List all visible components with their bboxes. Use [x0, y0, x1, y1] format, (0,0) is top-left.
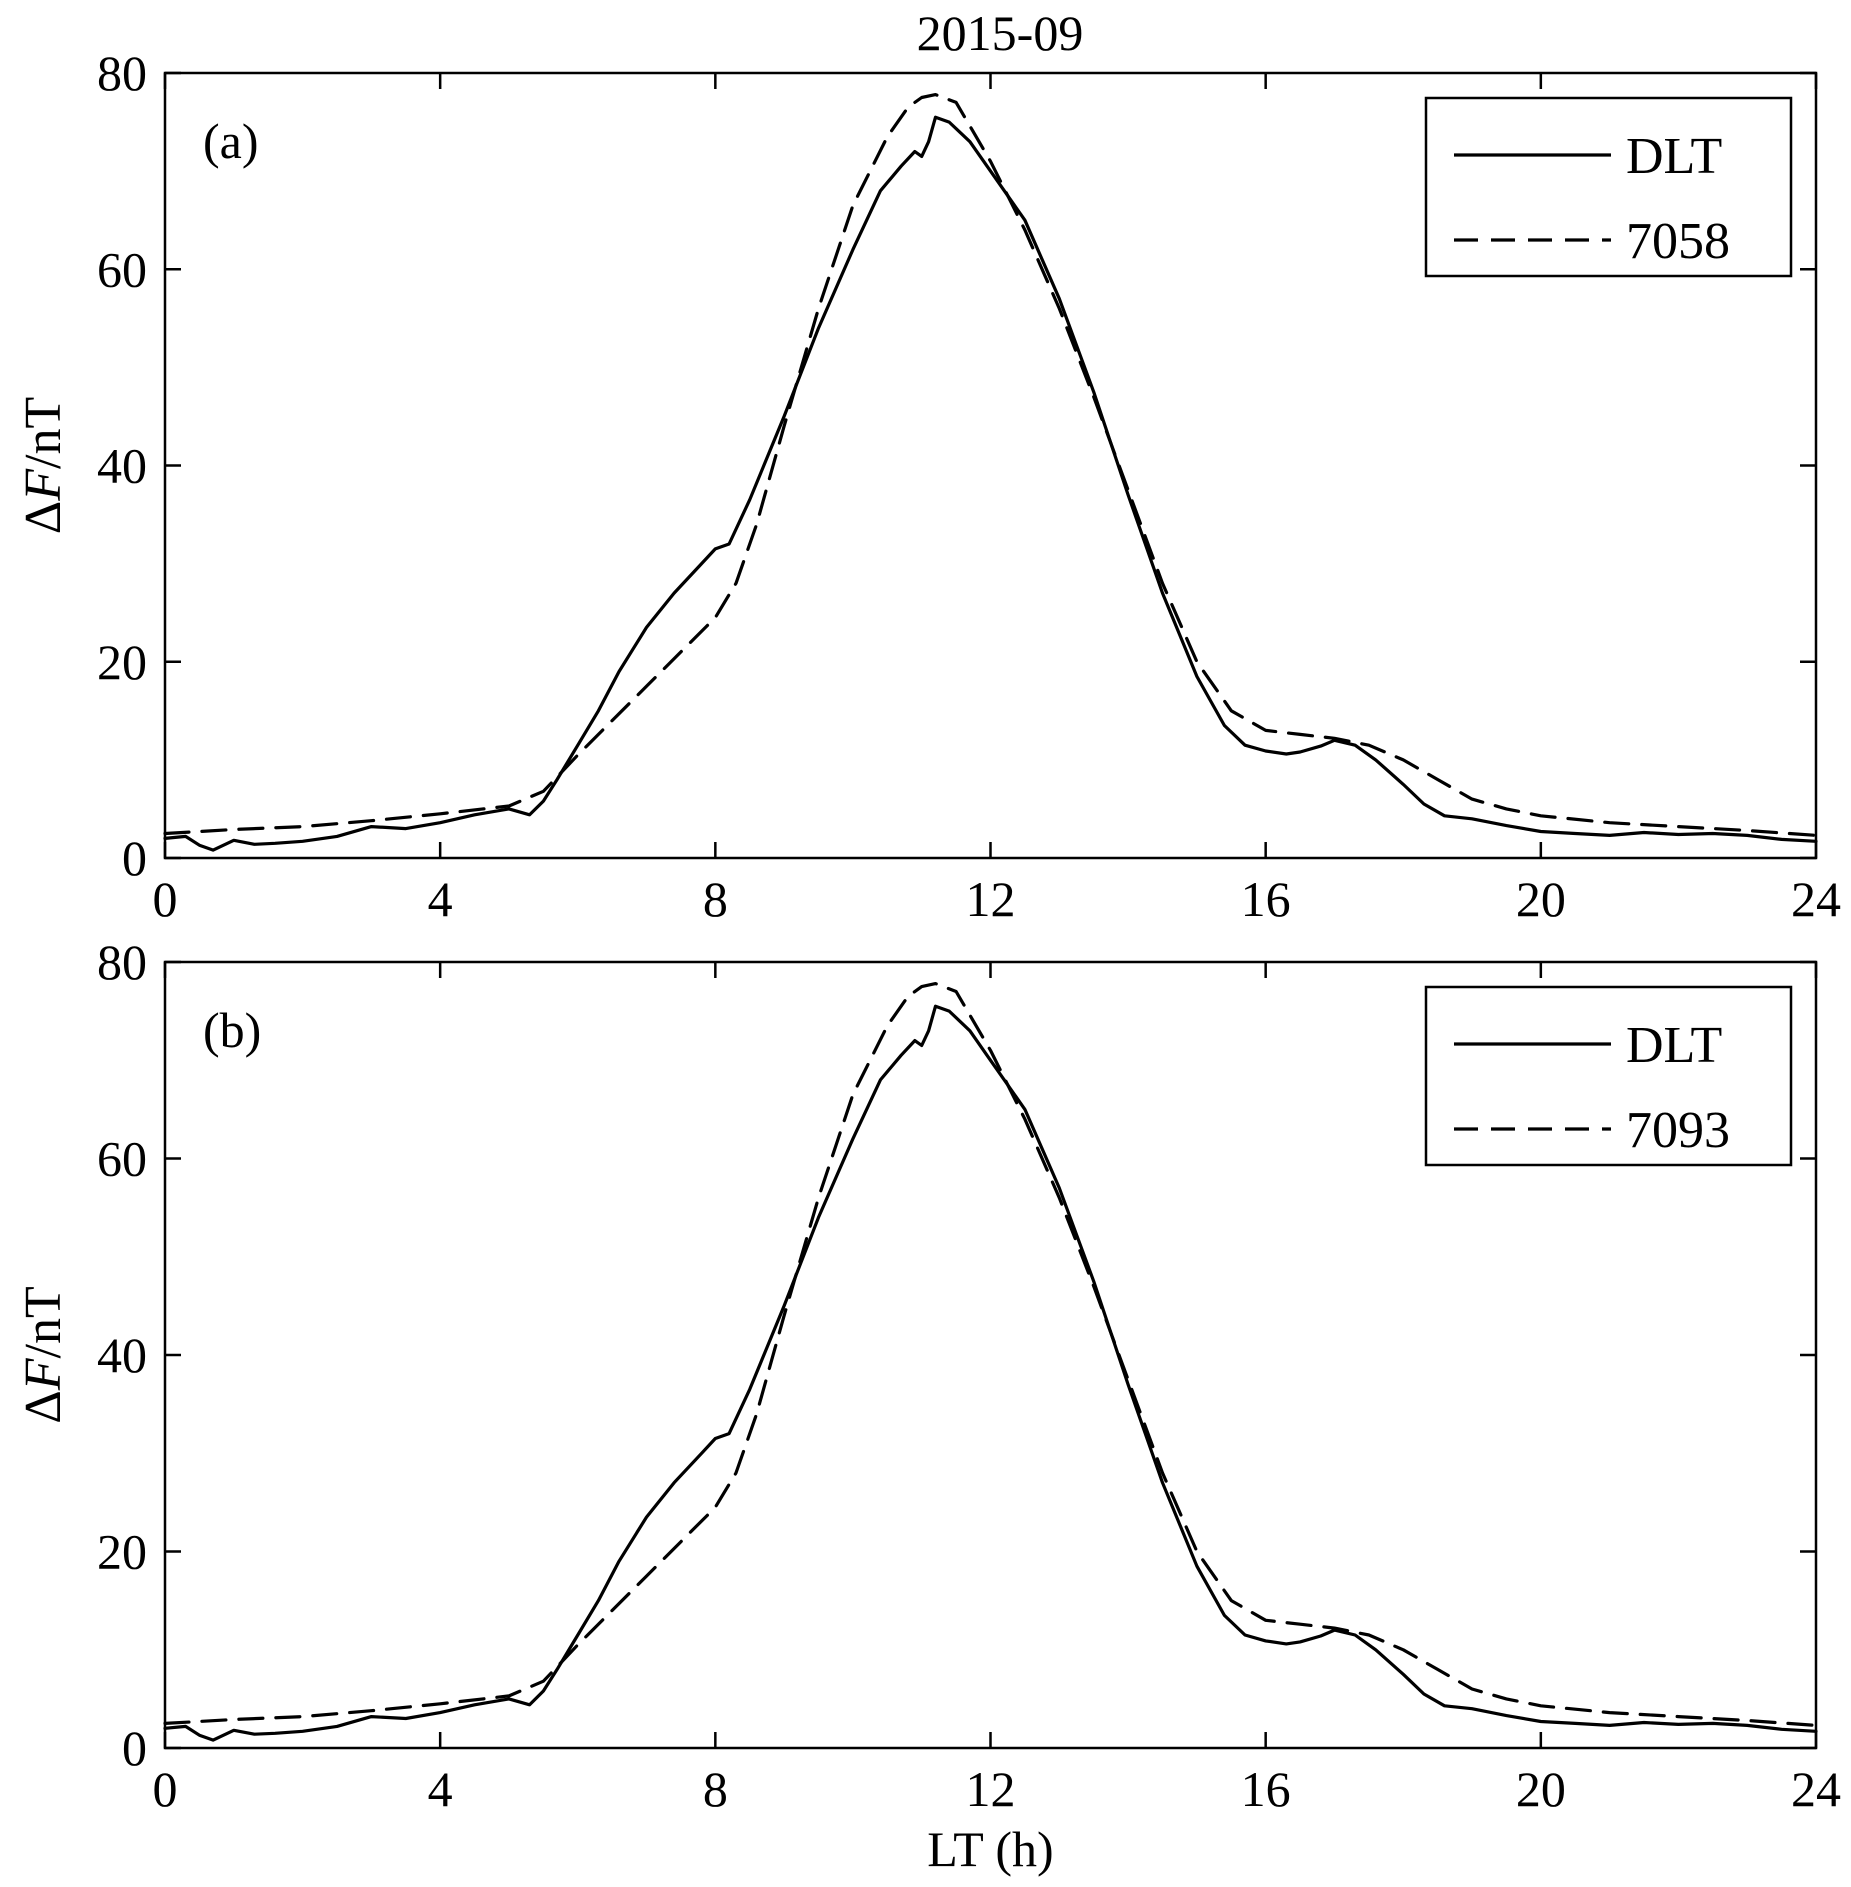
y-axis-label-unit: /nT — [15, 397, 72, 469]
y-tick-label: 20 — [97, 1524, 147, 1580]
y-tick-label: 0 — [122, 830, 147, 886]
panel-label: (a) — [203, 113, 259, 169]
y-axis-label: ΔF/nT — [15, 397, 72, 534]
figure-title: 2015-09 — [917, 5, 1084, 61]
panel-label: (b) — [203, 1002, 261, 1058]
series-line-7093 — [163, 982, 1818, 1727]
panel-b: 0 4 8 12 16 20 24 0 20 40 60 80 ΔF/nT LT (h) (b) DLT 709… — [15, 934, 1841, 1877]
x-tick-label: 16 — [1241, 871, 1291, 927]
y-axis-label-prefix: Δ — [15, 501, 72, 534]
x-tick-label: 12 — [966, 1761, 1016, 1817]
series-line-7058 — [163, 93, 1818, 837]
x-tick-label: 20 — [1516, 871, 1566, 927]
series-line-DLT — [163, 115, 1818, 852]
y-tick-label: 60 — [97, 1131, 147, 1187]
y-tick-label: 60 — [97, 241, 147, 297]
y-tick-label: 40 — [97, 438, 147, 494]
x-tick-label: 24 — [1791, 871, 1841, 927]
x-tick-label: 4 — [428, 1761, 453, 1817]
x-tick-label: 20 — [1516, 1761, 1566, 1817]
x-tick-label: 4 — [428, 871, 453, 927]
legend-label-7058: 7058 — [1626, 213, 1730, 270]
legend-label-DLT: DLT — [1626, 1017, 1722, 1074]
x-axis-label: LT (h) — [927, 1821, 1053, 1877]
y-axis-label-var: F — [15, 468, 72, 502]
x-tick-label: 8 — [703, 871, 728, 927]
y-tick-label: 80 — [97, 934, 147, 990]
legend-label-DLT: DLT — [1626, 128, 1722, 185]
series-line-DLT — [163, 1004, 1818, 1742]
legend-box — [1424, 96, 1793, 278]
legend-label-7093: 7093 — [1626, 1102, 1730, 1159]
y-axis-label-prefix: Δ — [15, 1390, 72, 1423]
legend: DLT 7093 — [1424, 985, 1793, 1167]
x-tick-label: 8 — [703, 1761, 728, 1817]
x-tick-label: 12 — [966, 871, 1016, 927]
y-tick-label: 80 — [97, 45, 147, 101]
y-tick-label: 20 — [97, 634, 147, 690]
y-tick-label: 40 — [97, 1327, 147, 1383]
y-tick-label: 0 — [122, 1720, 147, 1776]
panel-a: 0 4 8 12 16 20 24 0 20 40 60 80 ΔF/nT (a) DLT 7058 — [15, 45, 1841, 927]
legend: DLT 7058 — [1424, 96, 1793, 278]
y-axis-label: ΔF/nT — [15, 1286, 72, 1423]
x-tick-label: 0 — [153, 1761, 178, 1817]
x-tick-label: 0 — [153, 871, 178, 927]
x-tick-label: 24 — [1791, 1761, 1841, 1817]
x-tick-label: 16 — [1241, 1761, 1291, 1817]
legend-box — [1424, 985, 1793, 1167]
y-axis-label-var: F — [15, 1357, 72, 1391]
y-axis-label-unit: /nT — [15, 1286, 72, 1358]
